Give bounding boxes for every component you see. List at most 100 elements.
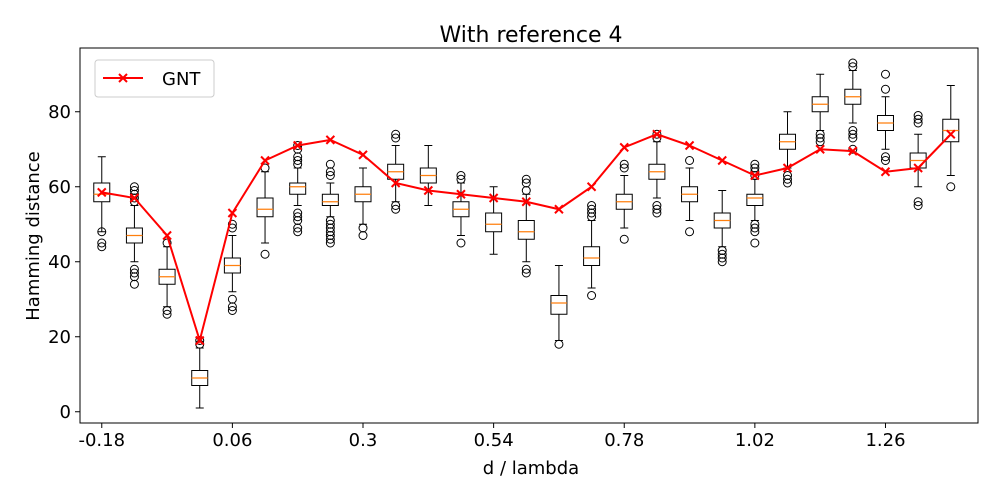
outlier-point: [227, 306, 237, 315]
y-tick-label: 0: [60, 402, 71, 423]
series-marker: [586, 182, 597, 192]
outlier-point: [880, 69, 890, 79]
series-marker: [619, 142, 629, 153]
series-marker: [325, 135, 336, 145]
outlier-point: [913, 118, 923, 128]
series-marker: [848, 146, 858, 156]
outlier-point: [880, 156, 890, 165]
legend-label-gnt: GNT: [162, 69, 201, 90]
box-9: [387, 129, 405, 214]
outlier-point: [358, 231, 368, 240]
outlier-point: [750, 223, 760, 233]
box-13: [517, 174, 535, 278]
outlier-point: [293, 212, 303, 222]
outlier-point: [325, 167, 335, 177]
outlier-point: [162, 306, 172, 315]
outlier-point: [325, 171, 335, 180]
series-marker: [390, 178, 401, 188]
outlier-point: [325, 159, 335, 169]
outlier-point: [587, 291, 597, 300]
box-0: [93, 156, 111, 252]
box-5: [256, 163, 274, 259]
outlier-point: [358, 223, 368, 233]
outlier-point: [848, 133, 858, 143]
box-7: [321, 159, 339, 248]
box-4: [223, 219, 241, 315]
x-tick-label: 0.06: [212, 430, 252, 451]
outlier-point: [554, 339, 564, 349]
y-tick-label: 40: [48, 252, 71, 273]
outlier-point: [260, 249, 270, 259]
outlier-point: [227, 294, 237, 304]
outlier-point: [521, 186, 531, 195]
box-21: [779, 111, 797, 188]
series-marker: [97, 187, 107, 198]
series-marker: [227, 208, 238, 218]
series-marker: [946, 129, 956, 139]
series-marker: [292, 140, 303, 151]
outlier-point: [325, 238, 335, 248]
outlier-point: [587, 212, 597, 222]
x-tick-label: -0.18: [78, 430, 125, 451]
series-marker: [456, 189, 466, 199]
outlier-point: [97, 227, 107, 237]
box-6: [289, 141, 307, 237]
outlier-point: [456, 174, 466, 184]
box-14: [550, 265, 568, 349]
y-tick-label: 60: [48, 177, 71, 198]
box-17: [648, 129, 666, 218]
outlier-point: [946, 182, 956, 192]
outlier-point: [391, 133, 401, 143]
outlier-point: [97, 238, 107, 248]
outlier-point: [750, 227, 760, 237]
outlier-point: [97, 242, 107, 252]
outlier-point: [685, 227, 695, 237]
box-2: [158, 238, 176, 319]
outlier-point: [652, 208, 662, 218]
series-marker: [423, 185, 434, 196]
series-marker: [488, 193, 499, 203]
series-marker: [782, 163, 793, 173]
outlier-point: [227, 302, 237, 312]
outlier-point: [587, 208, 597, 218]
outlier-point: [652, 204, 662, 214]
box-iqr: [321, 193, 339, 206]
y-tick-label: 20: [48, 327, 71, 348]
outlier-point: [456, 171, 466, 180]
series-marker: [717, 155, 727, 166]
outlier-point: [293, 223, 303, 233]
box-25: [909, 111, 927, 210]
outlier-point: [783, 178, 793, 188]
outlier-point: [815, 133, 825, 143]
legend-box: [94, 59, 215, 98]
x-tick-label: 1.02: [735, 430, 775, 451]
outlier-point: [848, 129, 858, 139]
series-marker: [652, 129, 662, 139]
outlier-point: [619, 234, 629, 244]
box-12: [485, 186, 503, 255]
series-marker: [129, 193, 140, 203]
box-iqr: [550, 295, 568, 315]
box-20: [746, 159, 764, 248]
outlier-point: [685, 156, 695, 165]
outlier-point: [162, 238, 172, 248]
series-marker: [554, 204, 564, 214]
legend-x-marker: [118, 73, 128, 83]
outlier-point: [815, 137, 825, 147]
box-23: [844, 58, 862, 154]
outlier-point: [521, 264, 531, 274]
box-18: [681, 156, 699, 237]
plot-frame: [79, 47, 979, 424]
outlier-point: [913, 197, 923, 207]
box-iqr: [746, 193, 764, 206]
outlier-point: [293, 159, 303, 169]
x-tick-label: 0.78: [604, 430, 644, 451]
box-19: [713, 190, 731, 267]
outlier-point: [750, 238, 760, 248]
series-marker: [880, 167, 891, 177]
outlier-point: [129, 268, 139, 278]
outlier-point: [652, 129, 662, 139]
series-marker: [358, 150, 368, 160]
